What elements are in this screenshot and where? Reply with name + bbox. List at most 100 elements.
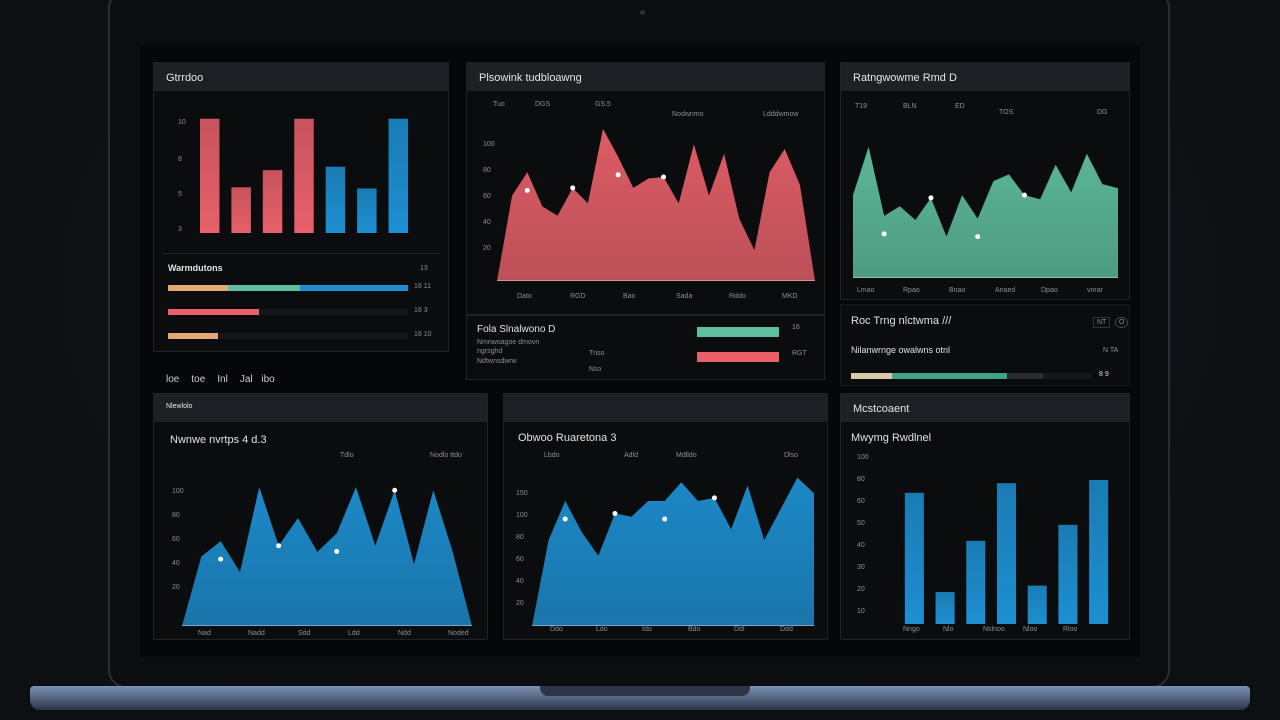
tick-label: 20: [172, 584, 180, 591]
tick-label: Dato: [517, 293, 532, 300]
tick-label: Lmao: [857, 287, 875, 294]
area-chart: [497, 128, 815, 281]
bar: [1089, 480, 1109, 624]
area-series: [532, 477, 814, 626]
summary-value: RGT: [792, 350, 807, 357]
top-label: GS.5: [595, 101, 611, 108]
tick-label: 80: [483, 167, 491, 174]
tick-label: 80: [172, 512, 180, 519]
progress-value: 16 11: [414, 283, 431, 290]
top-label: ED: [955, 103, 965, 110]
tick-label: Ido: [642, 626, 652, 633]
data-point: [711, 495, 717, 501]
section-title: Warmdutons: [168, 263, 223, 273]
progress-value: 16 3: [414, 307, 428, 314]
chart-title: Obwoo Ruaretona 3: [518, 432, 617, 444]
panel-title: Plsowink tudbloawng: [467, 63, 824, 91]
divider: [162, 253, 440, 254]
summary-label: Nso: [589, 366, 602, 373]
caption-word: loe: [166, 374, 180, 385]
tick-label: 100: [483, 141, 495, 148]
y-tick: 10: [178, 119, 186, 126]
bar: [1027, 585, 1047, 624]
area-chart: [853, 146, 1118, 278]
tick-label: Ddl: [734, 626, 745, 633]
bar: [262, 170, 283, 233]
panel-bar-chart: Gtrrdoo 10 8 5 3 Warmdutons 13 16 11 16 3…: [153, 62, 449, 352]
bar: [325, 166, 346, 233]
bar: [231, 187, 251, 233]
panel-header: Mcstcoaent: [841, 394, 1129, 422]
tick-label: Rddo: [729, 293, 746, 300]
top-label: Adld: [624, 452, 639, 459]
top-label: T19: [855, 103, 868, 110]
tick-label: Nngo: [903, 626, 920, 633]
nt-button[interactable]: NT: [1093, 317, 1111, 328]
row-button[interactable]: N TA: [1103, 347, 1119, 354]
tick-label: Ldo: [596, 626, 608, 633]
data-point: [662, 516, 668, 522]
tick-label: 40: [483, 219, 491, 226]
tick-label: Bnao: [949, 287, 966, 294]
bar-chart: [199, 118, 409, 233]
tick-label: 10: [857, 608, 865, 615]
panel-header: [504, 394, 827, 422]
bar: [904, 492, 924, 624]
progress-bar: [168, 309, 408, 315]
tick-label: 100: [172, 488, 184, 495]
panel-blue-area-1: Nlewlolo Nwnwe nvrtps 4 d.3 Tdlo Nodlo tt…: [153, 393, 488, 640]
data-point: [218, 556, 224, 562]
summary-title: Fola Slnalwono D: [477, 324, 556, 335]
tick-label: MKD: [782, 293, 798, 300]
panel-blue-area-2: Obwoo Ruaretona 3 Lbdo Adld Mdlldo Dlso 150…: [503, 393, 828, 640]
tick-label: 20: [857, 586, 865, 593]
tick-label: Bao: [623, 293, 636, 300]
data-point: [612, 511, 618, 517]
tick-label: 30: [857, 564, 865, 571]
tick-label: 100: [857, 454, 869, 461]
tick-label: 20: [516, 600, 524, 607]
status-row-title: Roc Trng nlctwma ///: [851, 315, 952, 327]
bar: [199, 118, 220, 233]
tick-label: 60: [516, 556, 524, 563]
tick-label: Anaed: [995, 287, 1016, 294]
panel-title: Gtrrdoo: [154, 63, 448, 91]
data-point: [276, 543, 282, 549]
caption-word: Jal ibo: [239, 374, 275, 385]
progress-fill: [228, 285, 300, 291]
tick-label: Ddo: [550, 626, 563, 633]
caption-word: toe: [191, 374, 206, 385]
top-label: Nodwnmo: [672, 111, 704, 118]
laptop-notch: [540, 686, 750, 696]
panel-header: Nlewlolo: [154, 394, 487, 422]
bar: [966, 540, 986, 624]
tick-label: Dpao: [1041, 287, 1058, 294]
data-point: [570, 185, 576, 191]
tick-label: 100: [516, 512, 528, 519]
area-chart: [532, 477, 814, 626]
circle-button[interactable]: O: [1115, 317, 1129, 328]
y-tick: 5: [178, 191, 182, 198]
progress-fill: [891, 373, 1007, 379]
tick-label: Nad: [198, 630, 211, 637]
tick-label: 50: [857, 520, 865, 527]
panel-red-area: Plsowink tudbloawng Tuo DGS GS.5 Nodwnmo Ldd…: [466, 62, 825, 315]
panel-blue-bars: Mcstcoaent Mwymg Rwdlnel 100 80 60 50 40 30 20…: [840, 393, 1130, 640]
data-point: [928, 195, 934, 201]
panel-status: Roc Trng nlctwma /// NT O Nilanwrnge owa…: [840, 304, 1130, 386]
tick-label: 60: [483, 193, 491, 200]
caption: loe toe Inl Jal ibo: [166, 374, 287, 385]
status-row-subtitle: Nilanwrnge owalwns otnl: [851, 345, 951, 355]
bar: [357, 188, 377, 233]
tick-label: Ldd: [348, 630, 360, 637]
tick-label: Bdo: [688, 626, 701, 633]
bar: [1058, 524, 1078, 624]
top-label: DGS: [535, 101, 551, 108]
tick-label: Ddd: [780, 626, 793, 633]
tick-label: 40: [516, 578, 524, 585]
summary-bar: [697, 352, 779, 362]
progress-bar: [168, 333, 408, 339]
progress-fill: [851, 373, 892, 379]
tick-label: Sada: [676, 293, 693, 300]
tick-label: 80: [516, 534, 524, 541]
